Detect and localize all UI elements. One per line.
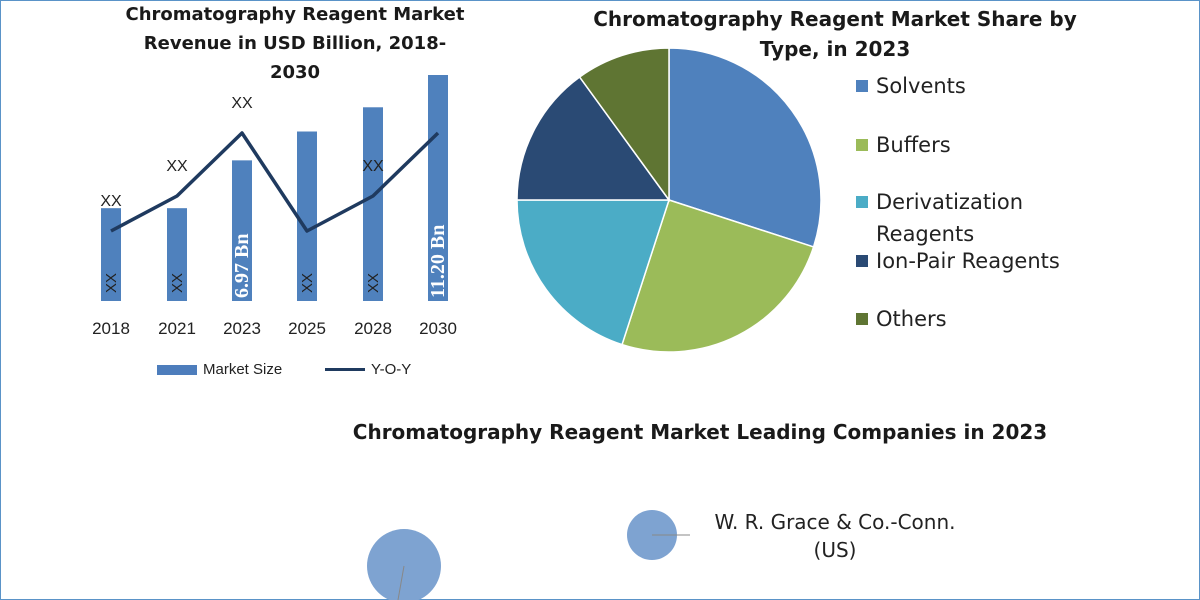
yoy-data-label: XX bbox=[362, 158, 384, 175]
pie-legend-label: Derivatization Reagents bbox=[876, 190, 1024, 246]
line-legend-swatch bbox=[325, 368, 365, 371]
pie-legend-swatch bbox=[856, 196, 868, 208]
pie-legend-label: Solvents bbox=[876, 74, 966, 98]
bar-2028 bbox=[363, 107, 383, 302]
bar-data-label: XX bbox=[169, 273, 186, 293]
pie-slice-solvents bbox=[668, 47, 822, 248]
bar-data-label: XX bbox=[103, 273, 120, 293]
pie-legend-item: Others bbox=[856, 303, 1096, 335]
x-tick-label: 2030 bbox=[419, 319, 457, 338]
pie-legend-item: Ion-Pair Reagents bbox=[856, 245, 1096, 277]
pie-chart-title: Chromatography Reagent Market Share by T… bbox=[593, 7, 1077, 61]
x-tick-label: 2023 bbox=[223, 319, 261, 338]
bar-2030 bbox=[428, 75, 448, 301]
x-tick-label: 2025 bbox=[288, 319, 326, 338]
pie-legend-swatch bbox=[856, 139, 868, 151]
pie-legend-swatch bbox=[856, 313, 868, 325]
pie-legend-label: Others bbox=[876, 307, 947, 331]
bar-2018 bbox=[101, 208, 121, 301]
pie-slice-derivatization-reagents bbox=[516, 199, 671, 346]
bar-chart-title: Chromatography Reagent Market Revenue in… bbox=[125, 4, 465, 83]
line-legend-label: Y-O-Y bbox=[371, 361, 412, 378]
pie-slice-buffers bbox=[621, 199, 815, 353]
pie-legend-item: Solvents bbox=[856, 70, 1096, 102]
bar-2023 bbox=[232, 160, 252, 301]
pie-slice-others bbox=[578, 47, 670, 203]
company-leader-line bbox=[397, 565, 405, 600]
bar-legend-swatch bbox=[157, 364, 197, 375]
yoy-line bbox=[110, 131, 440, 233]
bar-data-label: XX bbox=[299, 273, 316, 293]
bar-data-label: 6.97 Bn bbox=[231, 234, 253, 298]
yoy-data-label: XX bbox=[100, 193, 122, 210]
pie-legend-item: Buffers bbox=[856, 129, 1096, 161]
company-bubble bbox=[367, 529, 441, 600]
bar-legend-market-size: Market Size bbox=[157, 361, 282, 378]
bar-legend-yoy: Y-O-Y bbox=[325, 361, 411, 378]
bar-data-label: 11.20 Bn bbox=[427, 225, 449, 298]
pie-legend-swatch bbox=[856, 80, 868, 92]
bar-data-label: XX bbox=[365, 273, 382, 293]
pie-legend-item: Derivatization Reagents bbox=[856, 186, 1096, 250]
x-tick-label: 2028 bbox=[354, 319, 392, 338]
x-tick-label: 2021 bbox=[158, 319, 196, 338]
pie-slice-ion-pair-reagents bbox=[516, 75, 671, 201]
pie-legend-label: Ion-Pair Reagents bbox=[876, 249, 1060, 273]
bar-2025 bbox=[297, 131, 317, 301]
companies-title: Chromatography Reagent Market Leading Co… bbox=[352, 420, 1048, 444]
x-tick-label: 2018 bbox=[92, 319, 130, 338]
pie-legend-label: Buffers bbox=[876, 133, 951, 157]
bar-legend-label: Market Size bbox=[203, 361, 283, 378]
company-label-wr-grace: W. R. Grace & Co.-Conn. (US) bbox=[714, 510, 956, 562]
yoy-data-label: XX bbox=[166, 158, 188, 175]
bar-2021 bbox=[167, 208, 187, 301]
pie-legend-swatch bbox=[856, 255, 868, 267]
yoy-data-label: XX bbox=[231, 95, 253, 112]
